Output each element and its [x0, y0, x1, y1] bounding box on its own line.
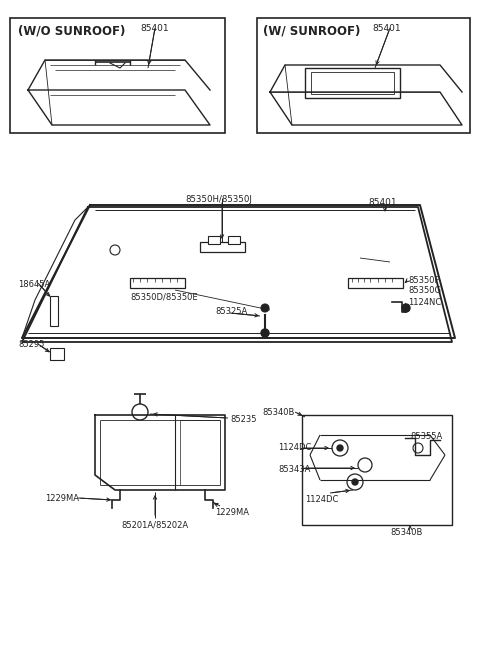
Text: 18645A: 18645A — [18, 280, 50, 289]
Text: 85325A: 85325A — [215, 307, 247, 316]
Bar — [228, 236, 240, 244]
Circle shape — [352, 479, 358, 485]
Text: 85401: 85401 — [368, 198, 396, 207]
Text: 85350D/85350E: 85350D/85350E — [130, 293, 198, 302]
Bar — [130, 278, 185, 288]
Text: 85201A/85202A: 85201A/85202A — [121, 520, 189, 529]
Bar — [10, 18, 225, 133]
Text: 85235: 85235 — [230, 415, 256, 424]
Bar — [305, 68, 400, 98]
Text: 85340B: 85340B — [262, 408, 294, 417]
Text: 1124DC: 1124DC — [278, 443, 312, 452]
Circle shape — [261, 329, 269, 337]
Bar — [50, 296, 58, 326]
Bar — [208, 236, 220, 244]
Circle shape — [402, 304, 410, 312]
Text: 85401: 85401 — [372, 24, 401, 33]
Text: 85295: 85295 — [18, 340, 44, 349]
Bar — [200, 242, 245, 252]
Bar — [348, 278, 403, 288]
Text: 85355A: 85355A — [410, 432, 442, 441]
Text: 85340B: 85340B — [390, 528, 422, 537]
Text: 1124DC: 1124DC — [305, 495, 338, 504]
Text: 1124NC: 1124NC — [408, 298, 441, 307]
Circle shape — [337, 445, 343, 451]
Text: (W/ SUNROOF): (W/ SUNROOF) — [263, 24, 360, 37]
Bar — [257, 18, 470, 133]
Bar — [50, 348, 64, 360]
Text: 85350G: 85350G — [408, 286, 441, 295]
Text: 85343A: 85343A — [278, 465, 311, 474]
Circle shape — [261, 304, 269, 312]
Text: 85350H/85350J: 85350H/85350J — [185, 195, 252, 204]
Bar — [311, 72, 394, 94]
Text: (W/O SUNROOF): (W/O SUNROOF) — [18, 24, 125, 37]
Text: 1229MA: 1229MA — [215, 508, 249, 517]
Bar — [302, 415, 452, 525]
Text: 1229MA: 1229MA — [45, 494, 79, 503]
Text: 85401: 85401 — [140, 24, 168, 33]
Text: 85350F: 85350F — [408, 276, 439, 285]
